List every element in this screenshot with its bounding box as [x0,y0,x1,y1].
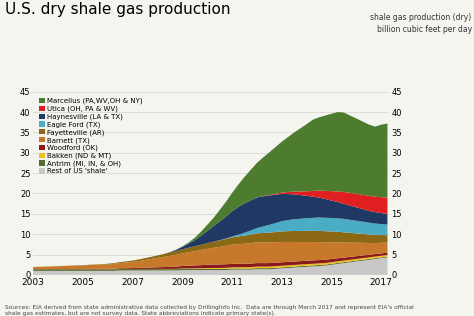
Text: billion cubic feet per day: billion cubic feet per day [376,25,472,34]
Text: Sources: EIA derived from state administrative data collected by DrillingInfo In: Sources: EIA derived from state administ… [5,305,413,316]
Text: shale gas production (dry): shale gas production (dry) [370,13,472,21]
Text: U.S. dry shale gas production: U.S. dry shale gas production [5,2,230,16]
Legend: Marcellus (PA,WV,OH & NY), Utica (OH, PA & WV), Haynesville (LA & TX), Eagle For: Marcellus (PA,WV,OH & NY), Utica (OH, PA… [36,95,146,177]
